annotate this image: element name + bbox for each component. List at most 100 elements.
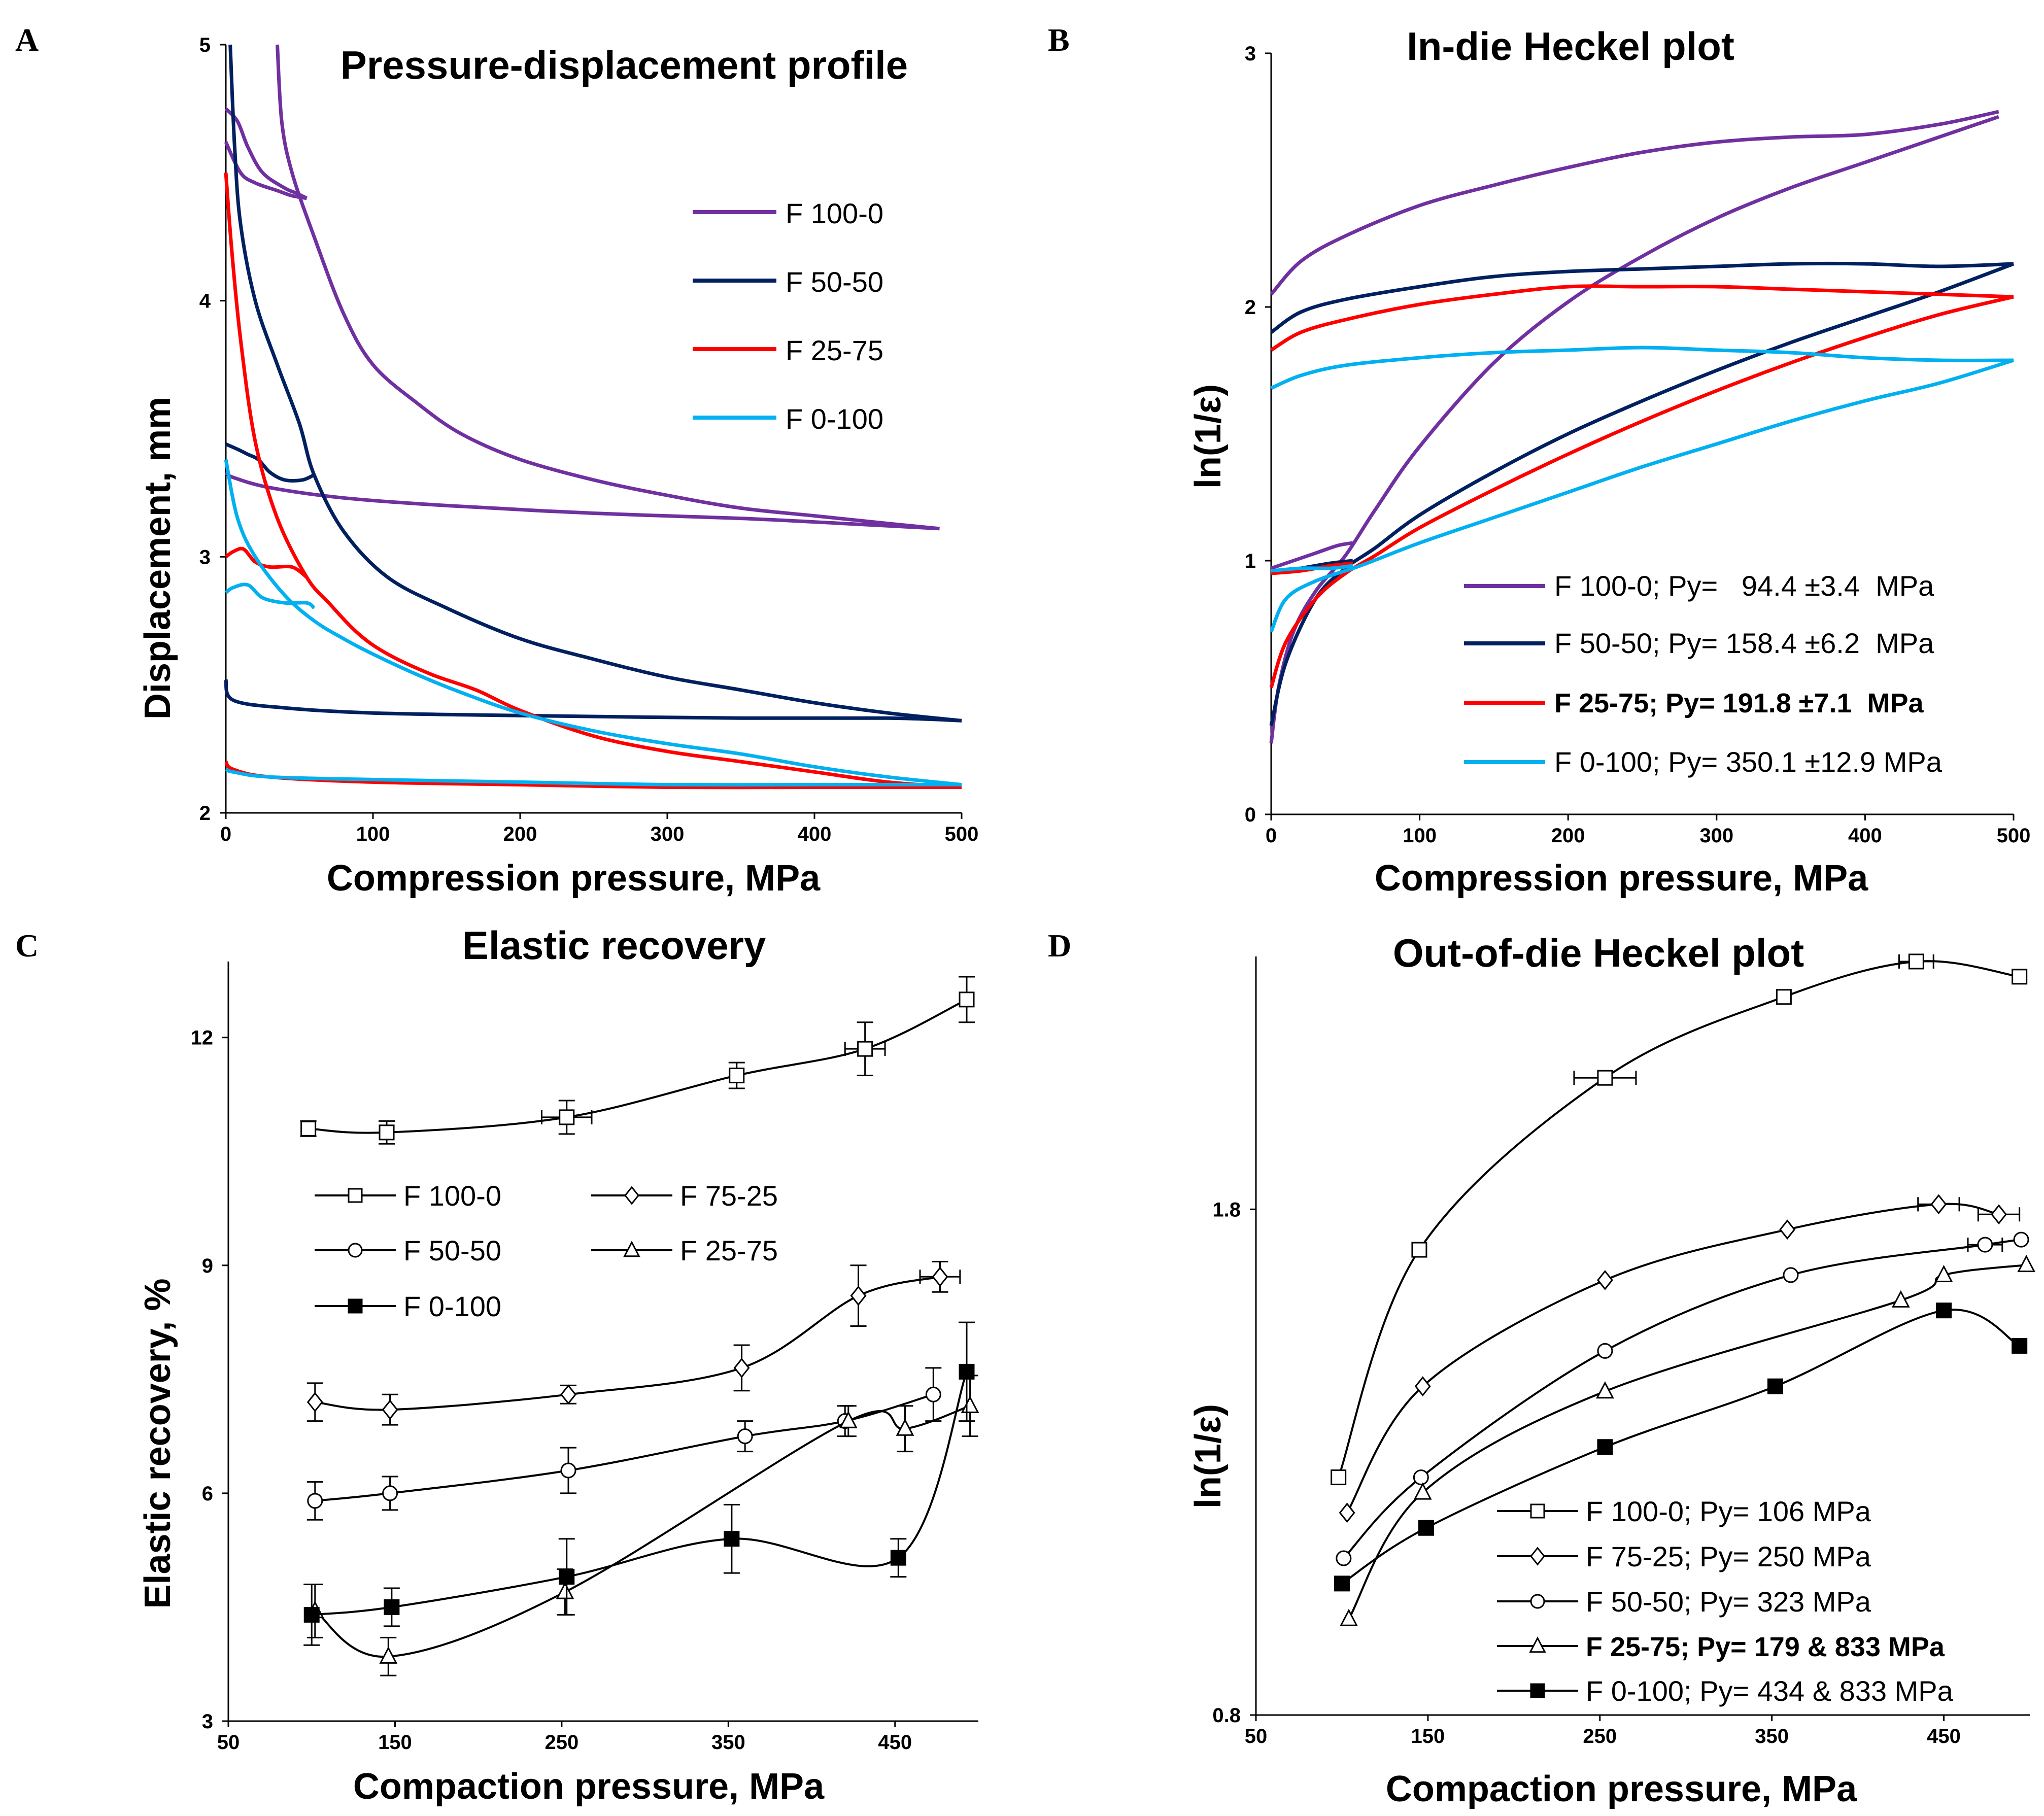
panel-b-ytick: 0 xyxy=(1245,804,1256,826)
marker-f-100-0 xyxy=(379,1124,395,1141)
legend-marker-f-0-100 xyxy=(1530,1683,1545,1698)
marker-f-75-25 xyxy=(1779,1219,1796,1240)
marker-f-50-50 xyxy=(925,1386,941,1402)
panel-d-legend-label: F 25-75; Py= 179 & 833 MPa xyxy=(1586,1632,1945,1662)
panel-b-xtick: 100 xyxy=(1403,825,1437,847)
panel-b-legend-label: F 25-75; Py= 191.8 ±7.1 MPa xyxy=(1554,688,1924,718)
marker-f-0-100 xyxy=(1334,1575,1350,1592)
panel-a-xtick: 200 xyxy=(503,823,537,845)
marker-f-100-0 xyxy=(1331,1469,1347,1486)
series-f-0-100-loading xyxy=(224,459,962,786)
panel-a-legend-label: F 25-75 xyxy=(786,334,883,366)
marker-f-25-75 xyxy=(896,1418,914,1436)
legend-marker-f-50-50 xyxy=(1530,1594,1545,1609)
marker-f-0-100 xyxy=(2012,1338,2028,1354)
series-f-100-0-initial xyxy=(224,107,308,200)
panel-a-xtick: 300 xyxy=(651,823,685,845)
panel-c-legend-label: F 50-50 xyxy=(403,1235,501,1266)
series-line-f-75-25 xyxy=(1346,1203,1999,1514)
series-f-25-75-loading xyxy=(224,173,962,789)
panel-c-y-ticks: 3 6 9 12 xyxy=(191,1027,228,1733)
marker-f-25-75 xyxy=(1596,1381,1614,1399)
panel-d-ytick: 0.8 xyxy=(1212,1704,1241,1727)
marker-f-100-0 xyxy=(729,1068,745,1084)
panel-b-legend-label: F 100-0; Py= 94.4 ±3.4 MPa xyxy=(1554,570,1934,602)
series-f-100-0-unloading xyxy=(1270,110,1999,296)
panel-c-x-ticks: 50 150 250 350 450 xyxy=(217,1721,912,1754)
panel-b-legend: F 100-0; Py= 94.4 ±3.4 MPa F 50-50; Py= … xyxy=(1464,570,1943,778)
marker-f-50-50 xyxy=(1336,1550,1352,1566)
panel-d-xtick: 250 xyxy=(1583,1725,1617,1748)
panel-a-title: Pressure-displacement profile xyxy=(340,43,908,87)
series-f-50-50-unloading xyxy=(224,679,962,723)
marker-f-100-0 xyxy=(300,1120,317,1137)
legend-marker-f-75-25 xyxy=(1530,1547,1545,1566)
marker-f-0-100 xyxy=(1767,1378,1783,1394)
panel-c-legend-label: F 100-0 xyxy=(403,1180,501,1212)
panel-d-legend-label: F 75-25; Py= 250 MPa xyxy=(1586,1540,1871,1572)
marker-f-100-0 xyxy=(1597,1070,1613,1086)
panel-c-legend-label: F 25-75 xyxy=(680,1235,778,1266)
marker-f-50-50 xyxy=(1597,1343,1613,1359)
marker-f-75-25 xyxy=(1930,1194,1947,1215)
panel-c-legend: F 100-0 F 75-25 F 50-50 F 25-75 F 0-100 xyxy=(315,1180,778,1322)
marker-f-0-100 xyxy=(1597,1439,1613,1455)
panel-d-series xyxy=(1331,953,2036,1626)
panel-b: B In-die Heckel plot Compression pressur… xyxy=(1048,22,2030,899)
panel-d-legend-label: F 50-50; Py= 323 MPa xyxy=(1586,1586,1871,1618)
legend-marker-f-100-0 xyxy=(1530,1503,1545,1519)
panel-a-xtick: 500 xyxy=(945,823,979,845)
panel-b-xlabel: Compression pressure, MPa xyxy=(1375,858,1868,899)
panel-a-y-ticks: 2 3 4 5 xyxy=(199,34,226,825)
panel-b-legend-label: F 0-100; Py= 350.1 ±12.9 MPa xyxy=(1554,746,1943,778)
panel-d-letter: D xyxy=(1048,928,1071,964)
panel-a-letter: A xyxy=(15,22,39,58)
series-f-0-100-initial xyxy=(1271,564,1353,573)
panel-c-xtick: 250 xyxy=(545,1731,579,1754)
legend-marker-f-75-25 xyxy=(624,1186,639,1205)
series-f-0-100-unloading xyxy=(1270,346,2014,390)
panel-c-xtick: 450 xyxy=(878,1731,912,1754)
marker-f-100-0 xyxy=(1776,989,1792,1005)
panel-a-xlabel: Compression pressure, MPa xyxy=(327,858,821,899)
panel-a: A Pressure-displacement profile Compress… xyxy=(15,22,978,899)
panel-c-xlabel: Compaction pressure, MPa xyxy=(353,1766,825,1807)
series-line-f-25-75 xyxy=(314,1404,971,1658)
marker-f-0-100 xyxy=(384,1599,400,1615)
marker-f-75-25 xyxy=(1414,1376,1431,1397)
marker-f-25-75 xyxy=(961,1395,979,1413)
panel-c-letter: C xyxy=(15,928,39,964)
panel-c-ytick: 12 xyxy=(191,1027,214,1049)
series-f-100-0-unloading xyxy=(224,470,940,531)
marker-f-25-75 xyxy=(1891,1290,1910,1308)
marker-f-75-25 xyxy=(1597,1270,1613,1290)
panel-c-xtick: 350 xyxy=(711,1731,745,1754)
panel-b-xtick: 400 xyxy=(1848,825,1882,847)
series-f-50-50-unloading xyxy=(1270,261,2014,334)
series-f-50-50-initial xyxy=(225,442,315,483)
panel-b-xtick: 200 xyxy=(1551,825,1585,847)
marker-f-0-100 xyxy=(1936,1303,1952,1319)
marker-f-100-0 xyxy=(1908,953,1924,970)
marker-f-75-25 xyxy=(1991,1204,2007,1225)
marker-f-50-50 xyxy=(560,1462,576,1479)
marker-f-50-50 xyxy=(382,1485,398,1501)
panel-d-ylabel: ln(1/ε) xyxy=(1188,1404,1229,1509)
marker-f-25-75 xyxy=(1340,1608,1358,1626)
marker-f-0-100 xyxy=(1418,1520,1434,1536)
marker-f-100-0 xyxy=(857,1041,873,1057)
panel-d-legend-label: F 0-100; Py= 434 & 833 MPa xyxy=(1586,1675,1954,1707)
series-f-0-100-loading xyxy=(1269,358,2015,633)
marker-f-0-100 xyxy=(724,1531,740,1547)
panel-c-xtick: 150 xyxy=(378,1731,412,1754)
marker-f-100-0 xyxy=(2012,969,2028,985)
panel-d-xtick: 350 xyxy=(1755,1725,1789,1748)
panel-a-xtick: 400 xyxy=(798,823,832,845)
legend-marker-f-25-75 xyxy=(623,1241,640,1257)
panel-a-legend: F 100-0 F 50-50 F 25-75 F 0-100 xyxy=(693,197,883,435)
panel-d-x-ticks: 50 150 250 350 450 xyxy=(1245,1715,1961,1748)
panel-b-series xyxy=(1269,110,2015,744)
panel-b-xtick: 0 xyxy=(1266,825,1277,847)
panel-a-ytick: 3 xyxy=(199,546,211,568)
